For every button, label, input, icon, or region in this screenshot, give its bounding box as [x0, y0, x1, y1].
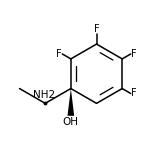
Text: F: F [131, 49, 137, 59]
Text: NH2: NH2 [33, 90, 55, 100]
Text: OH: OH [63, 117, 79, 127]
Text: F: F [56, 49, 62, 59]
Text: F: F [131, 88, 137, 98]
Polygon shape [67, 88, 74, 116]
Text: F: F [94, 24, 99, 34]
